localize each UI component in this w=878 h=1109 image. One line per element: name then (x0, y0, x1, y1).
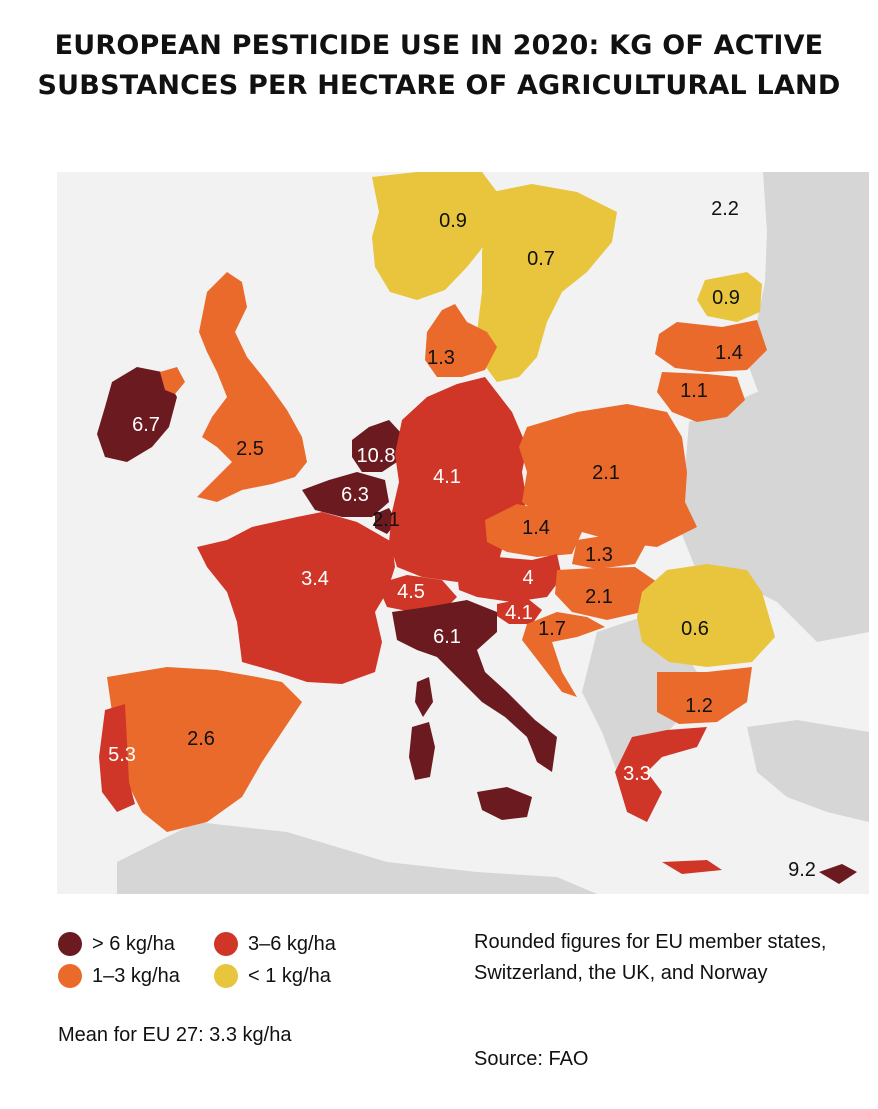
denmark-region (425, 304, 497, 377)
romania-region (637, 564, 775, 667)
switzerland-region (377, 575, 457, 612)
legend-swatch-high (214, 932, 238, 956)
map-svg: 0.9 0.7 2.2 0.9 1.4 1.1 1.3 6.7 2.5 10.8… (57, 172, 869, 894)
legend-label-high: 3–6 kg/ha (248, 932, 336, 955)
europe-map: 0.9 0.7 2.2 0.9 1.4 1.1 1.3 6.7 2.5 10.8… (57, 172, 869, 894)
label-finland: 2.2 (711, 198, 739, 220)
belarus-ukraine-region (677, 392, 869, 642)
lithuania-region (657, 372, 745, 422)
label-denmark: 1.3 (427, 347, 455, 369)
legend-label-low: < 1 kg/ha (248, 964, 331, 987)
label-croatia: 1.7 (538, 618, 566, 640)
label-italy: 6.1 (433, 626, 461, 648)
map-title: EUROPEAN PESTICIDE USE IN 2020: KG OF AC… (0, 26, 878, 106)
label-estonia: 0.9 (712, 287, 740, 309)
greece-region (615, 727, 707, 822)
label-portugal: 5.3 (108, 744, 136, 766)
legend-item-medium: 1–3 kg/ha (58, 964, 180, 988)
label-greece: 3.3 (623, 763, 651, 785)
crete-region (662, 860, 722, 874)
austria-region (457, 554, 562, 602)
poland-region (519, 404, 697, 547)
legend-swatch-very-high (58, 932, 82, 956)
legend-label-very-high: > 6 kg/ha (92, 932, 175, 955)
label-czechia: 1.4 (522, 517, 550, 539)
label-spain: 2.6 (187, 728, 215, 750)
label-lithuania: 1.1 (680, 380, 708, 402)
label-austria: 4 (522, 567, 533, 589)
label-switzerland: 4.5 (397, 581, 425, 603)
sweden-region (477, 184, 617, 382)
sicily-region (477, 787, 532, 820)
legend-swatch-medium (58, 964, 82, 988)
label-poland: 2.1 (592, 462, 620, 484)
north-africa-region (117, 822, 597, 894)
slovenia-region (497, 598, 542, 624)
corsica-region (415, 677, 433, 717)
eu-mean-note: Mean for EU 27: 3.3 kg/ha (58, 1024, 292, 1046)
label-germany: 4.1 (433, 466, 461, 488)
label-slovenia: 4.1 (505, 602, 533, 624)
latvia-region (655, 320, 767, 372)
bulgaria-region (657, 667, 752, 724)
cyprus-region (819, 864, 857, 884)
legend-label-medium: 1–3 kg/ha (92, 964, 180, 987)
legend-item-low: < 1 kg/ha (214, 964, 331, 988)
rounding-note: Rounded figures for EU member states, Sw… (474, 931, 827, 984)
label-belgium: 6.3 (341, 484, 369, 506)
label-romania: 0.6 (681, 618, 709, 640)
title-line-2: SUBSTANCES PER HECTARE OF AGRICULTURAL L… (37, 70, 841, 101)
label-bulgaria: 1.2 (685, 695, 713, 717)
label-cyprus: 9.2 (788, 859, 816, 881)
northern-ireland-region (160, 367, 185, 394)
croatia-region (522, 612, 605, 697)
italy-region (392, 600, 557, 772)
title-line-1: EUROPEAN PESTICIDE USE IN 2020: KG OF AC… (54, 30, 824, 61)
turkey-region (747, 720, 869, 822)
value-labels: 0.9 0.7 2.2 0.9 1.4 1.1 1.3 6.7 2.5 10.8… (108, 198, 816, 881)
label-hungary: 2.1 (585, 586, 613, 608)
label-netherlands: 10.8 (357, 445, 396, 467)
label-norway: 0.9 (439, 210, 467, 232)
slovakia-region (572, 534, 647, 569)
label-uk: 2.5 (236, 438, 264, 460)
belgium-region (302, 472, 389, 517)
legend-item-very-high: > 6 kg/ha (58, 932, 175, 956)
label-latvia: 1.4 (715, 342, 743, 364)
label-ireland: 6.7 (132, 414, 160, 436)
label-france: 3.4 (301, 568, 329, 590)
label-luxembourg: 2.1 (372, 509, 400, 531)
hungary-region (555, 567, 657, 620)
label-slovakia: 1.3 (585, 544, 613, 566)
sardinia-region (409, 722, 435, 780)
france-region (197, 512, 395, 684)
source-note: Source: FAO (474, 1048, 589, 1070)
czechia-region (485, 504, 582, 557)
legend-swatch-low (214, 964, 238, 988)
portugal-region (99, 704, 135, 812)
estonia-region (697, 272, 762, 322)
ireland-region (97, 367, 177, 462)
legend-item-high: 3–6 kg/ha (214, 932, 336, 956)
spain-region (107, 667, 302, 832)
norway-region (372, 172, 502, 300)
non-data-land (117, 172, 869, 894)
netherlands-region (352, 420, 402, 472)
uk-region (197, 272, 307, 502)
label-sweden: 0.7 (527, 248, 555, 270)
